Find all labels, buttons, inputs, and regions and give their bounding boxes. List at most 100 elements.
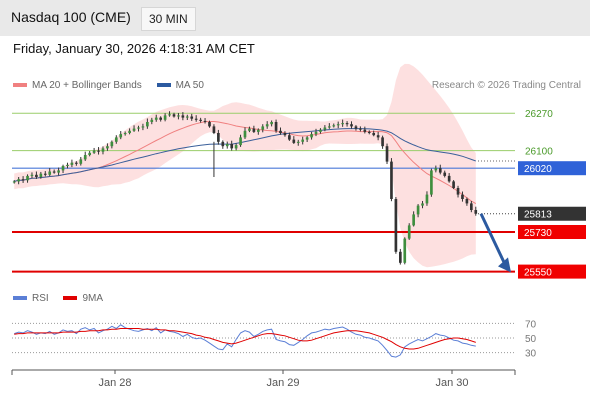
candle <box>110 140 114 149</box>
candle-body <box>470 203 473 210</box>
candle <box>359 126 362 132</box>
candle-body <box>172 114 176 117</box>
ma20-swatch <box>13 83 27 88</box>
candle <box>341 119 344 127</box>
candle-body <box>381 137 384 147</box>
candle-body <box>256 129 260 132</box>
candle-body <box>434 168 438 171</box>
rsi-line <box>14 324 476 358</box>
candle <box>283 131 287 137</box>
candle <box>305 136 309 143</box>
candle-body <box>92 150 96 153</box>
candle <box>154 114 158 122</box>
rsi-legend: RSI 9MA <box>13 293 115 304</box>
candle <box>336 121 340 129</box>
candle-body <box>234 145 238 149</box>
candle <box>159 116 163 122</box>
candle <box>367 130 371 135</box>
candle-body <box>399 251 402 263</box>
candle-body <box>421 203 424 206</box>
candle <box>425 191 429 206</box>
candle-body <box>363 129 367 132</box>
candle <box>274 119 278 133</box>
candle <box>185 114 189 121</box>
candle <box>345 121 349 127</box>
candle <box>243 127 247 139</box>
candle-body <box>97 150 100 152</box>
candle-body <box>57 170 60 173</box>
candle-body <box>128 130 131 133</box>
candle <box>461 191 464 202</box>
candle <box>412 211 415 227</box>
rsi-ma-line <box>14 328 476 350</box>
candle-body <box>110 141 114 147</box>
candle-body <box>367 131 371 133</box>
rsi-tick-label: 70 <box>525 319 537 330</box>
trend-arrow-shaft <box>479 213 507 266</box>
candle <box>434 165 438 173</box>
candle-body <box>146 122 149 127</box>
candle <box>239 134 242 147</box>
level-tag <box>518 206 586 221</box>
candle-body <box>114 137 118 142</box>
candle <box>225 141 229 149</box>
candle-body <box>319 129 322 132</box>
candle <box>26 174 29 183</box>
candle <box>208 120 211 128</box>
candle-body <box>283 133 287 136</box>
candle-body <box>452 181 455 188</box>
level-25813: 25813 <box>478 206 586 221</box>
candle-body <box>168 114 171 116</box>
candle-body <box>83 155 87 160</box>
ma50-swatch <box>156 83 171 88</box>
candle <box>265 121 269 129</box>
candle <box>430 168 433 197</box>
candle-body <box>30 174 34 176</box>
level-26270: 26270 <box>12 109 553 120</box>
candle <box>168 111 171 117</box>
candle-body <box>296 141 300 143</box>
candle-body <box>154 117 158 120</box>
candle-body <box>39 173 43 177</box>
candle <box>474 206 478 216</box>
candle <box>234 143 238 151</box>
candle-body <box>137 127 140 129</box>
candle-body <box>403 238 407 263</box>
level-25730: 25730 <box>12 225 586 239</box>
candle-body <box>350 124 353 127</box>
candle <box>172 112 176 118</box>
candle <box>75 161 78 166</box>
timeframe-selector[interactable]: 30 MIN <box>141 7 196 31</box>
candle <box>390 158 393 202</box>
candle <box>83 151 87 161</box>
candle <box>35 171 38 179</box>
candle-body <box>243 130 247 138</box>
candle-body <box>190 116 194 119</box>
candle-body <box>199 119 202 121</box>
candle <box>350 121 353 129</box>
candle-body <box>412 214 415 226</box>
candle <box>52 169 56 174</box>
candle <box>416 204 420 218</box>
candle-body <box>132 128 136 131</box>
level-25550: 25550 <box>12 264 586 279</box>
candle-body <box>430 170 433 195</box>
candle-body <box>52 171 56 173</box>
candle <box>128 128 131 135</box>
candle <box>30 172 34 179</box>
candle <box>470 200 473 213</box>
candle <box>181 112 185 121</box>
candle <box>399 248 402 265</box>
candle <box>79 156 83 166</box>
candle <box>465 197 469 206</box>
candle <box>421 200 424 209</box>
candle <box>252 125 256 133</box>
ma20-legend-label: MA 20 + Bollinger Bands <box>32 80 142 91</box>
candle-body <box>70 162 74 165</box>
candle-body <box>35 174 38 177</box>
candle <box>163 113 167 122</box>
candle-body <box>345 123 349 125</box>
candle-body <box>163 115 167 120</box>
rsi-tick-label: 50 <box>525 334 537 345</box>
